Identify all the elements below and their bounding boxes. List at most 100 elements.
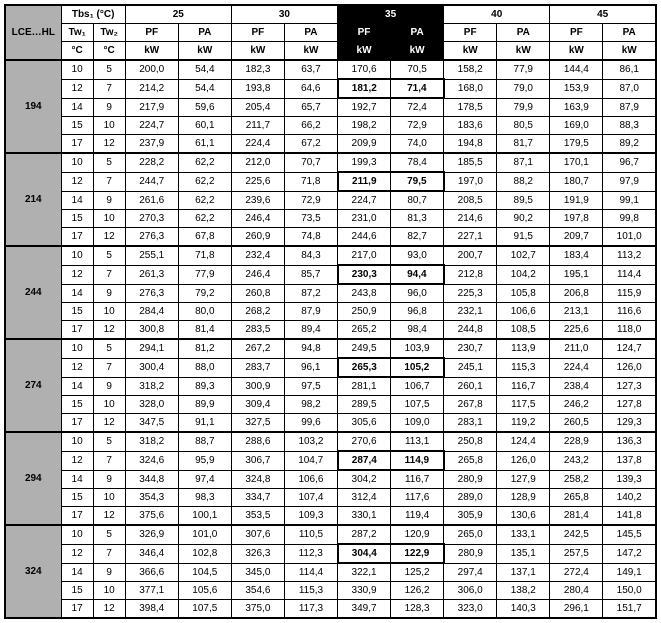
value-cell: 98,3: [178, 489, 231, 507]
pf-header: PF: [125, 24, 178, 42]
value-cell: 87,0: [603, 79, 656, 98]
pa-header: PA: [178, 24, 231, 42]
pa-header: PA: [497, 24, 550, 42]
tw1-cell: 17: [61, 228, 93, 247]
value-cell: 79,5: [391, 172, 444, 191]
value-cell: 62,2: [178, 191, 231, 210]
tw1-cell: 14: [61, 470, 93, 489]
value-cell: 101,0: [603, 228, 656, 247]
value-cell: 375,0: [231, 600, 284, 619]
value-cell: 284,4: [125, 303, 178, 321]
value-cell: 306,0: [444, 582, 497, 600]
tw2-cell: 12: [93, 321, 125, 340]
value-cell: 107,4: [284, 489, 337, 507]
tw1-cell: 15: [61, 489, 93, 507]
value-cell: 270,6: [338, 432, 391, 451]
value-cell: 102,8: [178, 544, 231, 563]
value-cell: 178,5: [444, 98, 497, 117]
tw2-cell: 10: [93, 396, 125, 414]
value-cell: 126,2: [391, 582, 444, 600]
value-cell: 114,4: [284, 563, 337, 582]
value-cell: 127,8: [603, 396, 656, 414]
tw1-cell: 12: [61, 358, 93, 377]
tw2-cell: 10: [93, 582, 125, 600]
tw1-cell: 10: [61, 60, 93, 79]
tw2-cell: 12: [93, 414, 125, 433]
tw1-cell: 12: [61, 265, 93, 284]
value-cell: 288,6: [231, 432, 284, 451]
value-cell: 81,3: [391, 210, 444, 228]
value-cell: 126,0: [497, 451, 550, 470]
value-cell: 144,4: [550, 60, 603, 79]
value-cell: 209,9: [338, 135, 391, 154]
value-cell: 59,6: [178, 98, 231, 117]
model-294: 294: [5, 432, 61, 525]
pf-header: PF: [444, 24, 497, 42]
value-cell: 280,9: [444, 470, 497, 489]
tw1-cell: 15: [61, 303, 93, 321]
value-cell: 115,3: [497, 358, 550, 377]
value-cell: 347,5: [125, 414, 178, 433]
value-cell: 140,3: [497, 600, 550, 619]
pa-header: PA: [603, 24, 656, 42]
value-cell: 70,7: [284, 153, 337, 172]
tw1-cell: 10: [61, 339, 93, 358]
value-cell: 100,1: [178, 507, 231, 526]
value-cell: 323,0: [444, 600, 497, 619]
value-cell: 70,5: [391, 60, 444, 79]
value-cell: 101,0: [178, 525, 231, 544]
value-cell: 106,6: [284, 470, 337, 489]
value-cell: 99,6: [284, 414, 337, 433]
tw2-cell: 7: [93, 79, 125, 98]
value-cell: 99,8: [603, 210, 656, 228]
value-cell: 91,1: [178, 414, 231, 433]
value-cell: 194,8: [444, 135, 497, 154]
pf-header: PF: [338, 24, 391, 42]
tw1-cell: 15: [61, 582, 93, 600]
value-cell: 300,8: [125, 321, 178, 340]
value-cell: 197,0: [444, 172, 497, 191]
value-cell: 89,3: [178, 377, 231, 396]
value-cell: 87,9: [284, 303, 337, 321]
corner-title: LCE…HL: [5, 5, 61, 60]
value-cell: 250,9: [338, 303, 391, 321]
value-cell: 81,2: [178, 339, 231, 358]
value-cell: 99,1: [603, 191, 656, 210]
tw2-cell: 10: [93, 117, 125, 135]
value-cell: 318,2: [125, 432, 178, 451]
value-cell: 79,2: [178, 284, 231, 303]
tw1-cell: 12: [61, 451, 93, 470]
value-cell: 119,4: [391, 507, 444, 526]
value-cell: 312,4: [338, 489, 391, 507]
value-cell: 287,4: [338, 451, 391, 470]
value-cell: 289,5: [338, 396, 391, 414]
value-cell: 90,2: [497, 210, 550, 228]
value-cell: 107,5: [178, 600, 231, 619]
value-cell: 74,8: [284, 228, 337, 247]
value-cell: 104,2: [497, 265, 550, 284]
tw2-cell: 5: [93, 153, 125, 172]
value-cell: 119,2: [497, 414, 550, 433]
value-cell: 145,5: [603, 525, 656, 544]
value-cell: 344,8: [125, 470, 178, 489]
value-cell: 294,1: [125, 339, 178, 358]
value-cell: 213,1: [550, 303, 603, 321]
pa-header: PA: [391, 24, 444, 42]
value-cell: 81,4: [178, 321, 231, 340]
value-cell: 97,4: [178, 470, 231, 489]
value-cell: 62,2: [178, 172, 231, 191]
value-cell: 217,0: [338, 246, 391, 265]
value-cell: 324,6: [125, 451, 178, 470]
model-244: 244: [5, 246, 61, 339]
value-cell: 270,3: [125, 210, 178, 228]
value-cell: 122,9: [391, 544, 444, 563]
value-cell: 183,6: [444, 117, 497, 135]
value-cell: 140,2: [603, 489, 656, 507]
value-cell: 150,0: [603, 582, 656, 600]
value-cell: 198,2: [338, 117, 391, 135]
value-cell: 346,4: [125, 544, 178, 563]
tw1-cell: 12: [61, 172, 93, 191]
unit-kw: kW: [125, 42, 178, 61]
tw2-cell: 9: [93, 470, 125, 489]
value-cell: 244,7: [125, 172, 178, 191]
